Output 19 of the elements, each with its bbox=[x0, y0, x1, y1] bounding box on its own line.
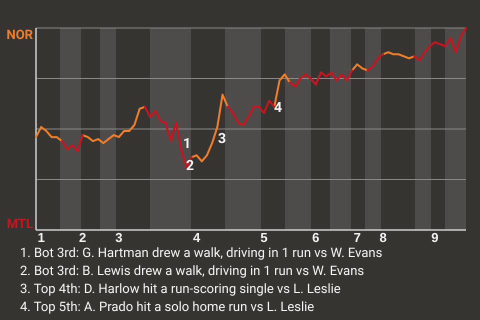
x-tick-label: 6 bbox=[312, 230, 320, 246]
x-tick-label: 1 bbox=[38, 230, 45, 246]
x-tick-label: 7 bbox=[354, 230, 361, 246]
x-tick-label: 3 bbox=[115, 230, 123, 246]
text: NOR bbox=[6, 28, 34, 43]
x-tick-label: 5 bbox=[260, 230, 268, 246]
text: 2. Bot 3rd: B. Lewis drew a walk, driving in 1 run vs W. Evans bbox=[20, 264, 364, 279]
text: 3. Top 4th: D. Harlow hit a run-scoring single vs L. Leslie bbox=[20, 282, 341, 297]
annotation: 1 bbox=[183, 136, 192, 152]
x-tick-label: 4 bbox=[192, 230, 201, 246]
annotation: 3 bbox=[218, 131, 226, 147]
text: 1. Bot 3rd: G. Hartman drew a walk, driving in 1 run vs W. Evans bbox=[20, 246, 383, 261]
annotation: 2 bbox=[186, 158, 194, 174]
x-tick-label: 8 bbox=[379, 230, 387, 246]
text: MTL bbox=[6, 217, 33, 232]
x-tick-label: 2 bbox=[79, 230, 86, 246]
text: 4. Top 5th: A. Prado hit a solo home run vs L. Leslie bbox=[20, 300, 314, 315]
annotation: 4 bbox=[274, 100, 282, 116]
x-tick-label: 9 bbox=[431, 230, 439, 246]
